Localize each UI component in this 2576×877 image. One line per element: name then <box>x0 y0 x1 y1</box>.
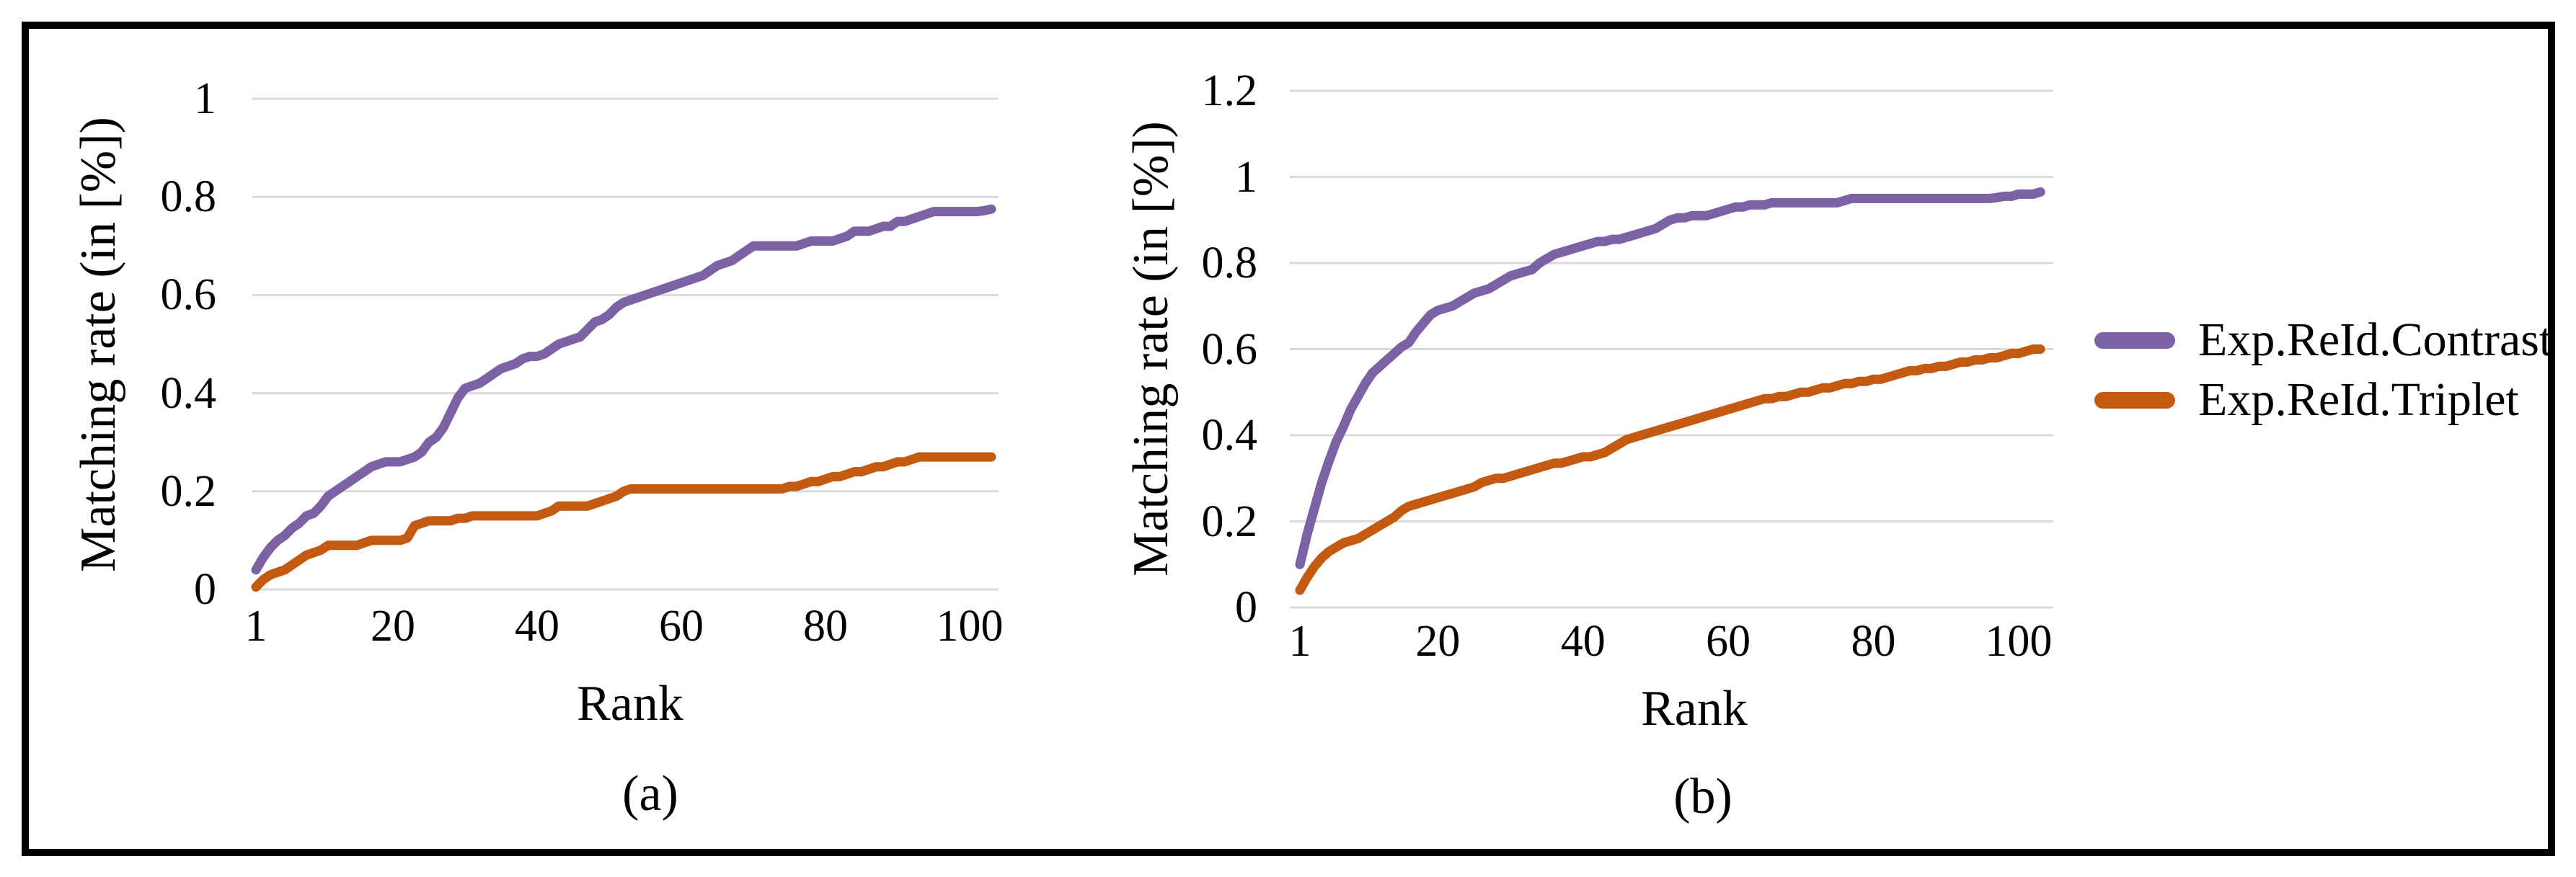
y-tick-label-b: 0.2 <box>1201 497 1258 546</box>
x-axis-title-a: Rank <box>577 676 683 731</box>
y-tick-label-a: 0 <box>194 565 216 614</box>
x-tick-label-b: 1 <box>1288 617 1311 666</box>
series-line-b-exp-reid-contrast <box>1295 187 2045 569</box>
x-tick-label-b: 100 <box>1985 617 2053 666</box>
x-tick-label-a: 80 <box>803 602 848 651</box>
x-tick-label-b: 80 <box>1851 617 1896 666</box>
outer-border <box>22 22 2555 856</box>
y-axis-title-b: Matching rate (in [%]) <box>1123 121 1179 576</box>
series-line-b-exp-reid-triplet <box>1295 344 2045 595</box>
y-tick-label-a: 0.4 <box>160 368 217 418</box>
legend-label-triplet: Exp.ReId.Triplet <box>2198 373 2519 426</box>
chart-b-group <box>1290 89 2053 609</box>
y-tick-label-b: 0.8 <box>1201 239 1258 288</box>
x-axis-title-b: Rank <box>1641 681 1748 736</box>
y-tick-label-b: 0.4 <box>1201 411 1258 460</box>
x-tick-label-a: 40 <box>515 602 559 651</box>
x-tick-label-b: 60 <box>1706 617 1751 666</box>
legend-label-contrast: Exp.ReId.Contrast <box>2198 313 2553 366</box>
y-tick-label-b: 1.2 <box>1201 66 1258 115</box>
legend-item-triplet: Exp.ReId.Triplet <box>2094 376 2519 424</box>
y-tick-label-a: 0.8 <box>160 172 217 222</box>
chart-a-group <box>251 97 999 592</box>
y-axis-title-a: Matching rate (in [%]) <box>71 117 126 572</box>
y-tick-label-a: 1 <box>194 74 216 123</box>
series-line-a-exp-reid-contrast <box>251 204 996 575</box>
x-tick-label-b: 20 <box>1415 617 1461 666</box>
y-tick-label-a: 0.2 <box>160 466 217 516</box>
y-tick-label-b: 0.6 <box>1201 324 1258 374</box>
subfigure-caption-a: (a) <box>622 766 678 822</box>
y-tick-label-a: 0.6 <box>160 270 217 320</box>
x-tick-label-a: 1 <box>244 602 267 651</box>
series-line-a-exp-reid-triplet <box>251 452 996 592</box>
subfigure-caption-b: (b) <box>1673 769 1732 824</box>
x-tick-label-a: 100 <box>936 602 1004 651</box>
legend-swatch-triplet <box>2094 391 2175 409</box>
x-tick-label-b: 40 <box>1560 617 1606 666</box>
x-tick-label-a: 20 <box>371 602 415 651</box>
y-tick-label-b: 1 <box>1235 152 1257 202</box>
legend-swatch-contrast <box>2094 331 2175 349</box>
legend-item-contrast: Exp.ReId.Contrast <box>2094 316 2552 364</box>
y-tick-label-b: 0 <box>1235 583 1257 632</box>
x-tick-label-a: 60 <box>659 602 704 651</box>
